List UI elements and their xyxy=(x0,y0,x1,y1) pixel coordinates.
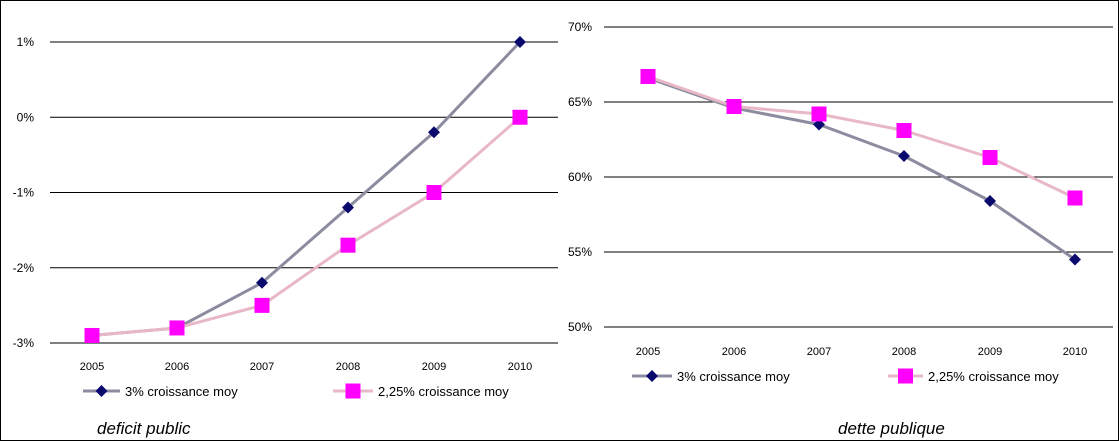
deficit-gridlines xyxy=(50,41,558,344)
dette-series-markers xyxy=(640,69,1083,266)
dette-series-2-point xyxy=(811,106,827,122)
dette-series-2-point xyxy=(896,123,912,138)
deficit-series-line-2 xyxy=(91,116,521,337)
dette-x-tick: 2008 xyxy=(892,346,916,358)
dette-x-tick: 2010 xyxy=(1063,346,1087,358)
deficit-series-2-point xyxy=(512,109,528,125)
deficit-x-tick: 2008 xyxy=(336,361,360,373)
deficit-series-lines xyxy=(91,40,522,337)
dette-series-2-point xyxy=(982,150,998,165)
dette-legend-label-1: 3% croissance moy xyxy=(677,369,790,384)
dette-caption: dette publique xyxy=(838,419,945,438)
dette-x-tick-labels: 2005 2006 2007 2008 2009 2010 xyxy=(636,346,1087,358)
deficit-series-2-point xyxy=(340,237,356,253)
dette-series-lines xyxy=(647,75,1076,261)
dette-series-2-point xyxy=(726,99,742,114)
dette-y-tick: 65% xyxy=(568,95,592,109)
dette-legend-marker-1 xyxy=(646,370,658,382)
dette-y-tick: 70% xyxy=(568,20,592,34)
dette-x-tick: 2006 xyxy=(722,346,746,358)
deficit-legend-marker-2 xyxy=(345,383,361,399)
deficit-series-markers xyxy=(84,36,528,343)
deficit-y-tick: -2% xyxy=(13,261,35,275)
deficit-series-1-point xyxy=(256,276,268,289)
dette-legend: 3% croissance moy 2,25% croissance moy xyxy=(632,368,1059,384)
deficit-series-1-point xyxy=(342,201,354,214)
deficit-y-tick-labels: -3% -2% -1% 0% 1% xyxy=(13,35,35,350)
deficit-legend-label-1: 3% croissance moy xyxy=(125,384,238,399)
deficit-x-tick: 2005 xyxy=(80,361,104,373)
dette-y-tick: 50% xyxy=(568,320,592,334)
dette-series-2-point xyxy=(1067,190,1083,206)
deficit-series-2-point xyxy=(169,320,185,336)
dette-y-tick-labels: 50% 55% 60% 65% 70% xyxy=(568,20,592,334)
deficit-caption: deficit public xyxy=(97,419,191,438)
dette-legend-label-2: 2,25% croissance moy xyxy=(928,369,1059,384)
dette-series-line-2 xyxy=(647,75,1076,200)
deficit-x-tick-labels: 2005 2006 2007 2008 2009 2010 xyxy=(80,361,532,373)
dette-series-1-point xyxy=(1069,253,1081,266)
dette-x-tick: 2009 xyxy=(978,346,1002,358)
deficit-legend-label-2: 2,25% croissance moy xyxy=(378,384,509,399)
dette-chart: 50% 55% 60% 65% 70% 2005 2006 2007 2008 2009 2010… xyxy=(568,20,1113,438)
deficit-series-2-point xyxy=(254,297,270,313)
dette-legend-marker-2 xyxy=(898,368,913,384)
deficit-legend-marker-1 xyxy=(95,385,108,397)
deficit-y-tick: 0% xyxy=(17,110,35,124)
deficit-y-tick: 1% xyxy=(17,35,35,49)
dette-series-1-point xyxy=(984,195,996,207)
dette-gridlines xyxy=(604,26,1113,328)
deficit-y-tick: -3% xyxy=(13,336,35,350)
deficit-series-2-point xyxy=(84,327,100,343)
deficit-legend: 3% croissance moy 2,25% croissance moy xyxy=(83,383,509,399)
deficit-x-tick: 2006 xyxy=(165,361,189,373)
deficit-x-tick: 2009 xyxy=(422,361,446,373)
dette-x-tick: 2005 xyxy=(636,346,660,358)
dette-series-1-point xyxy=(898,150,910,162)
deficit-x-tick: 2010 xyxy=(508,361,532,373)
dette-y-tick: 55% xyxy=(568,245,592,259)
dette-series-2-point xyxy=(640,69,656,84)
dette-y-tick: 60% xyxy=(568,170,592,184)
deficit-series-1-point xyxy=(428,126,440,139)
deficit-series-2-point xyxy=(426,185,442,200)
deficit-y-tick: -1% xyxy=(13,186,35,200)
deficit-x-tick: 2007 xyxy=(250,361,274,373)
deficit-chart: -3% -2% -1% 0% 1% 2005 2006 2007 2008 2009 2010 3… xyxy=(13,35,558,438)
dette-x-tick: 2007 xyxy=(807,346,831,358)
deficit-series-1-point xyxy=(514,36,526,48)
